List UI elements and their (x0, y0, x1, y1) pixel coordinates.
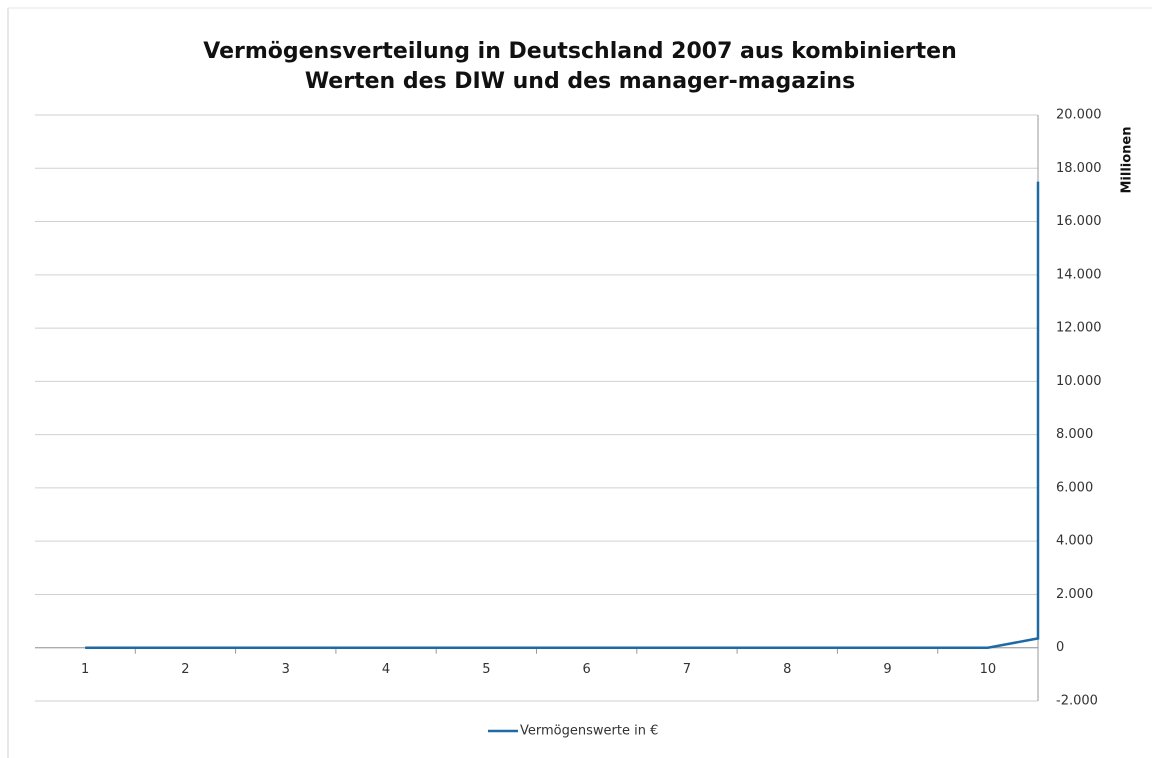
x-tick-label: 6 (583, 662, 591, 677)
y-tick-label: 12.000 (1056, 321, 1102, 336)
y-axis-label: Millionen (1120, 126, 1135, 193)
chart-title: Vermögensverteilung in Deutschland 2007 … (203, 39, 957, 64)
chart-title: Werten des DIW und des manager-magazins (305, 69, 855, 94)
x-tick-label: 9 (883, 662, 891, 677)
x-tick-label: 3 (282, 662, 290, 677)
y-tick-label: 8.000 (1056, 427, 1093, 442)
y-tick-label: 16.000 (1056, 214, 1102, 229)
y-tick-label: 6.000 (1056, 480, 1093, 495)
x-tick-label: 10 (980, 662, 997, 677)
y-tick-label: 18.000 (1056, 161, 1102, 176)
x-tick-label: 4 (382, 662, 390, 677)
y-tick-label: 2.000 (1056, 587, 1093, 602)
x-tick-label: 8 (783, 662, 791, 677)
y-tick-label: 0 (1056, 640, 1064, 655)
legend-label: Vermögenswerte in € (520, 724, 658, 739)
x-tick-label: 1 (81, 662, 89, 677)
y-tick-label: 20.000 (1056, 108, 1102, 123)
x-tick-label: 7 (683, 662, 691, 677)
data-line (85, 181, 1040, 649)
x-tick-label: 2 (181, 662, 189, 677)
y-tick-label: 4.000 (1056, 534, 1093, 549)
y-tick-label: 14.000 (1056, 267, 1102, 282)
y-tick-label: -2.000 (1056, 694, 1098, 709)
y-tick-label: 10.000 (1056, 374, 1102, 389)
x-tick-label: 5 (482, 662, 490, 677)
